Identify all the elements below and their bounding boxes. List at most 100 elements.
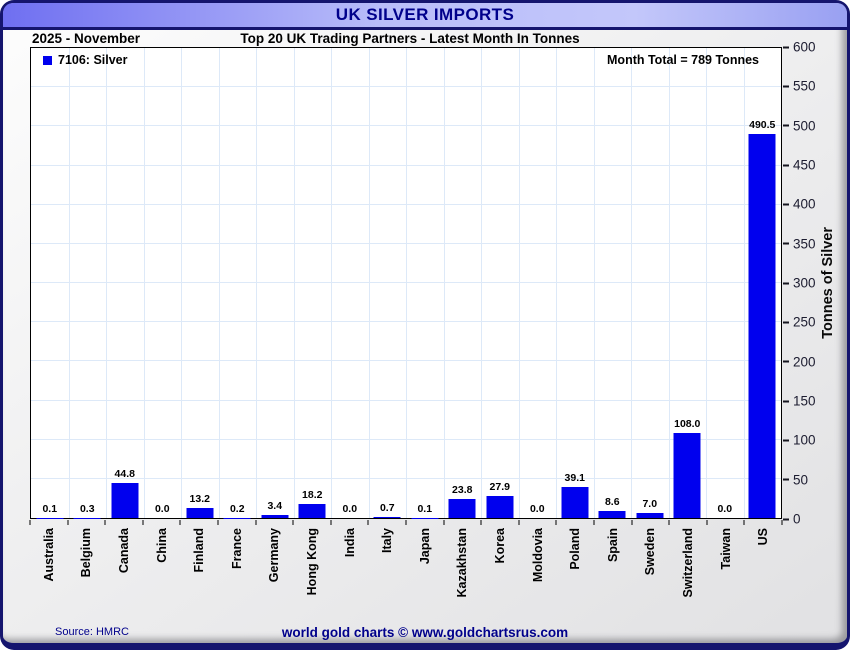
legend: 7106: Silver <box>43 53 128 67</box>
y-tick-label: 300 <box>793 275 816 291</box>
y-tick-mark <box>783 360 789 363</box>
bar-value-hong-kong: 18.2 <box>302 488 323 501</box>
gridline-vertical <box>706 48 707 518</box>
y-tick-label: 350 <box>793 236 816 252</box>
bar-value-germany: 3.4 <box>267 500 283 513</box>
gridline-vertical <box>593 48 595 518</box>
period-label: 2025 - November <box>32 31 141 46</box>
y-axis-title: Tonnes of Silver <box>812 47 844 519</box>
x-tick-label-germany: Germany <box>267 528 282 583</box>
gridline-vertical <box>443 48 445 518</box>
y-tick: 400 <box>783 197 816 212</box>
x-tick-label-china: China <box>154 528 169 563</box>
bar-value-italy: 0.7 <box>379 502 395 515</box>
month-total-annotation: Month Total = 789 Tonnes <box>607 53 759 67</box>
gridline-vertical <box>518 48 520 518</box>
y-tick-label: 400 <box>793 196 816 212</box>
x-tick-mark <box>29 520 31 525</box>
bar-value-sweden: 7.0 <box>642 497 658 510</box>
x-tick-label-india: India <box>342 528 357 558</box>
bar-kazakhstan <box>448 499 476 518</box>
gridline-vertical <box>106 48 107 518</box>
bar-value-switzerland: 108.0 <box>674 418 701 431</box>
y-tick-label: 200 <box>793 354 816 370</box>
x-tick-mark <box>480 520 482 525</box>
page-title: UK SILVER IMPORTS <box>335 5 515 24</box>
x-tick-label-canada: Canada <box>116 528 131 574</box>
bar-value-china: 0.0 <box>154 503 170 515</box>
y-tick-label: 0 <box>793 511 801 527</box>
x-axis: Australia Belgium Canada China Finland France… <box>29 520 783 630</box>
bar-value-poland: 39.1 <box>564 472 585 485</box>
bar-hong-kong <box>298 503 326 518</box>
legend-swatch-icon <box>43 55 52 65</box>
y-tick-mark <box>783 282 789 284</box>
y-tick-label: 100 <box>793 432 816 448</box>
y-tick: 50 <box>783 472 808 487</box>
y-tick: 200 <box>783 354 816 369</box>
bar-value-taiwan: 0.0 <box>717 503 733 515</box>
y-tick-label: 500 <box>793 118 816 134</box>
x-tick-mark <box>668 520 670 525</box>
bar-germany <box>261 515 289 518</box>
bar-value-us: 490.5 <box>749 118 776 131</box>
y-tick-mark <box>783 46 789 48</box>
x-tick-mark <box>781 520 783 525</box>
x-tick-mark <box>443 520 445 525</box>
x-tick-mark <box>593 520 595 525</box>
bar-finland <box>186 507 214 518</box>
gridline-vertical <box>481 48 482 518</box>
y-axis-title-text: Tonnes of Silver <box>820 227 836 339</box>
x-tick-label-japan: Japan <box>417 528 432 565</box>
y-tick-label: 250 <box>793 314 816 330</box>
gridline-vertical <box>406 48 407 518</box>
y-tick: 450 <box>783 158 816 173</box>
x-tick-label-moldovia: Moldovia <box>530 528 545 583</box>
x-tick-label-spain: Spain <box>605 528 620 563</box>
y-tick: 0 <box>783 512 801 527</box>
x-tick-mark <box>217 520 219 525</box>
x-tick-mark <box>104 520 106 525</box>
x-tick-label-australia: Australia <box>41 528 56 582</box>
gridline-vertical <box>218 48 220 518</box>
x-tick-mark <box>142 520 144 525</box>
x-tick-label-hong-kong: Hong Kong <box>304 528 319 596</box>
y-tick-label: 150 <box>793 393 816 409</box>
y-tick-label: 50 <box>793 472 809 488</box>
x-tick-label-kazakhstan: Kazakhstan <box>455 528 470 598</box>
bar-value-spain: 8.6 <box>604 496 620 509</box>
bar-value-kazakhstan: 23.8 <box>452 484 473 497</box>
gridline-vertical <box>668 48 670 518</box>
bar-value-finland: 13.2 <box>189 492 210 505</box>
x-tick-label-finland: Finland <box>191 528 206 573</box>
x-tick-label-taiwan: Taiwan <box>718 528 733 570</box>
y-tick: 600 <box>783 40 816 55</box>
bar-poland <box>561 487 589 518</box>
bar-value-moldovia: 0.0 <box>529 503 545 515</box>
gridline-vertical <box>331 48 332 518</box>
bar-spain <box>598 511 626 518</box>
bar-value-canada: 44.8 <box>114 467 135 480</box>
legend-label: 7106: Silver <box>58 53 128 67</box>
x-tick-mark <box>631 520 633 525</box>
gridline-vertical <box>368 48 370 518</box>
y-tick: 550 <box>783 79 816 94</box>
y-tick-label: 550 <box>793 78 816 94</box>
x-tick-label-sweden: Sweden <box>643 528 658 576</box>
x-tick-mark <box>555 520 557 525</box>
plot-area: 7106: Silver Month Total = 789 Tonnes 0.… <box>30 47 782 519</box>
gridline-vertical <box>143 48 145 518</box>
gridline-vertical <box>743 48 745 518</box>
title-bar: UK SILVER IMPORTS <box>3 3 847 30</box>
gridline-vertical <box>256 48 257 518</box>
y-tick: 350 <box>783 236 816 251</box>
y-tick-mark <box>783 400 789 402</box>
bar-us <box>748 133 776 518</box>
y-tick: 250 <box>783 315 816 330</box>
y-tick-mark <box>783 242 789 245</box>
y-tick-mark <box>783 478 789 481</box>
y-tick: 150 <box>783 394 816 409</box>
y-tick-label: 600 <box>793 39 816 55</box>
y-tick-mark <box>783 124 789 127</box>
x-tick-mark <box>179 520 181 525</box>
